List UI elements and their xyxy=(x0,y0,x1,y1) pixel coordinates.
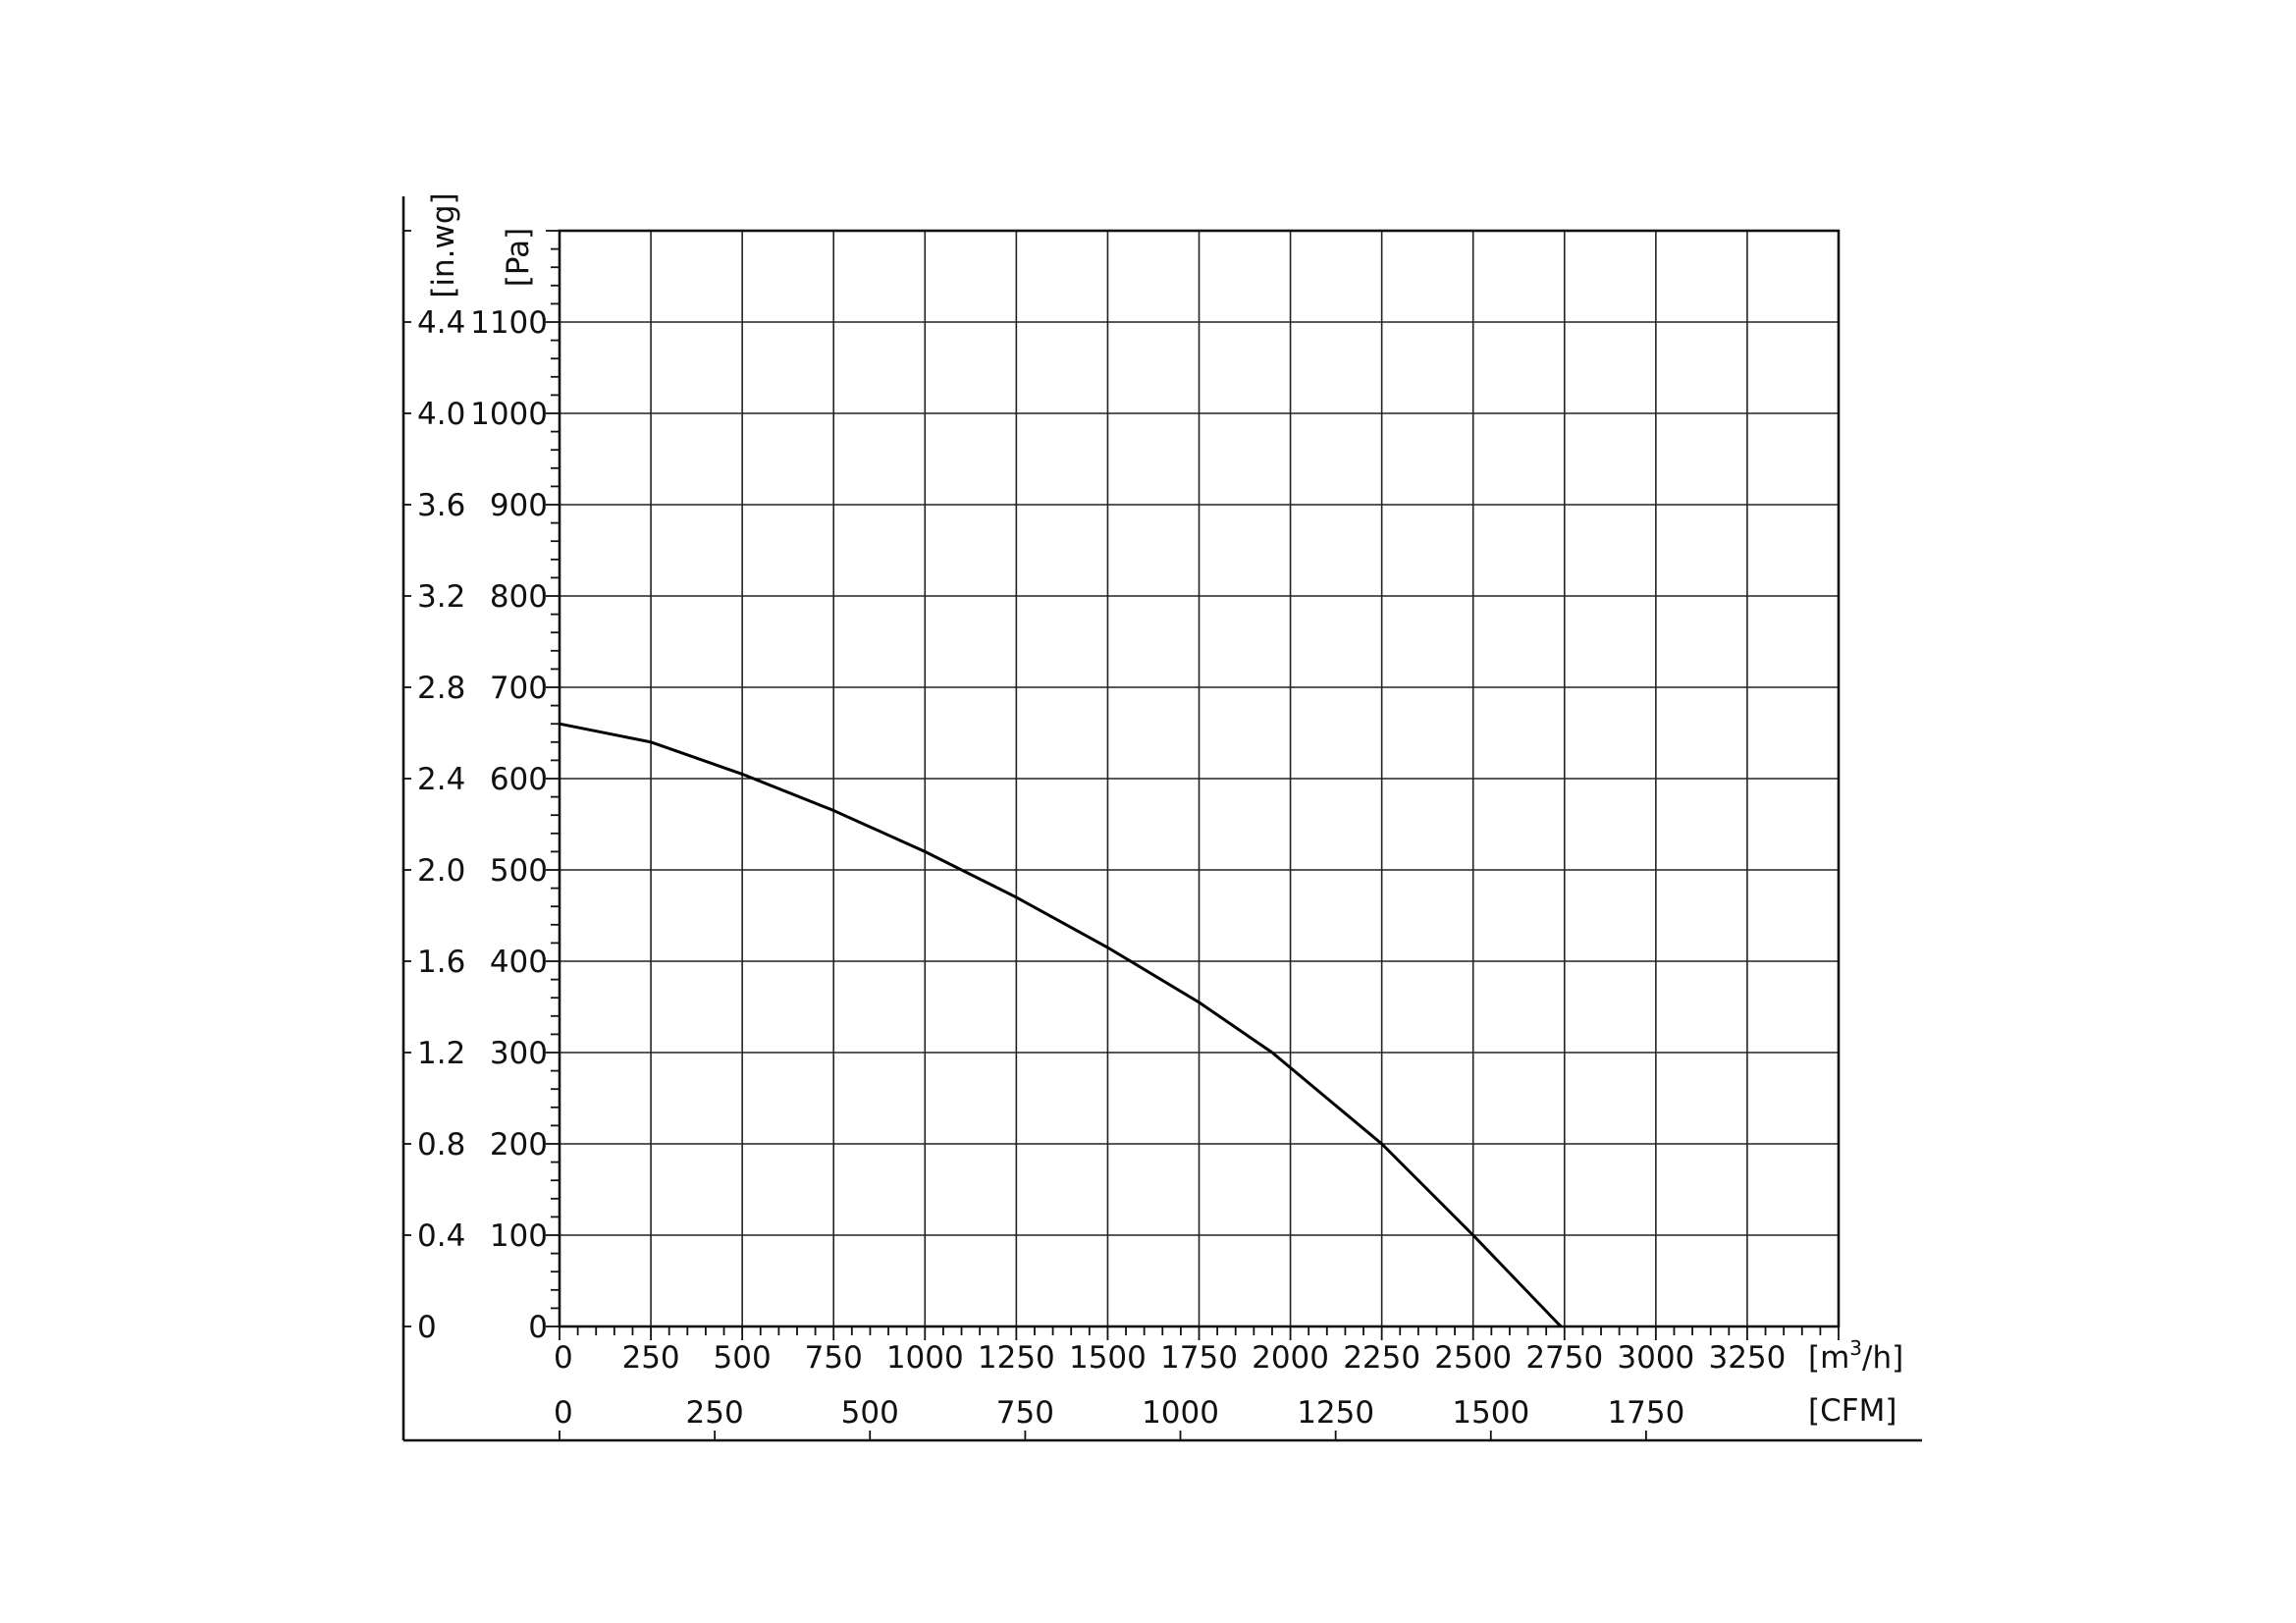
x-unit-label-cfm: [CFM] xyxy=(1808,1393,1896,1429)
x-tick-label-m3h: 2000 xyxy=(1252,1340,1329,1376)
y-unit-label-inwg: [in.wg] xyxy=(426,192,461,298)
y-tick-label-pa: 100 xyxy=(490,1218,548,1254)
x-tick-label-cfm: 1250 xyxy=(1297,1395,1374,1431)
x-tick-label-m3h: 750 xyxy=(805,1340,863,1376)
y-tick-label-inwg: 4.0 xyxy=(417,397,465,432)
x-tick-label-cfm: 1000 xyxy=(1142,1395,1219,1431)
y-unit-label-pa: [Pa] xyxy=(501,228,536,288)
chart-frame xyxy=(401,196,1922,1442)
y-tick-label-inwg: 0.8 xyxy=(417,1127,465,1163)
x-tick-label-m3h: 1500 xyxy=(1069,1340,1147,1376)
x-tick-label-m3h: 3000 xyxy=(1617,1340,1694,1376)
y-tick-label-inwg: 1.6 xyxy=(417,945,465,980)
y-tick-label-pa: 800 xyxy=(490,579,548,615)
y-tick-label-inwg: 0.4 xyxy=(417,1218,465,1254)
x-tick-label-m3h: 1750 xyxy=(1160,1340,1238,1376)
axis-labels: 0 100 200 300 400 500 600 700 800 900 1000 1100 0 0.4… xyxy=(417,192,1903,1431)
x-tick-label-cfm: 500 xyxy=(841,1395,899,1431)
y-tick-label-inwg: 2.0 xyxy=(417,853,465,889)
grid-lines xyxy=(559,230,1840,1327)
y-tick-label-inwg: 0 xyxy=(417,1310,437,1345)
y-tick-label-inwg: 3.2 xyxy=(417,579,465,615)
x-tick-label-m3h: 500 xyxy=(714,1340,772,1376)
x-tick-label-cfm: 250 xyxy=(686,1395,744,1431)
y-tick-label-inwg: 2.4 xyxy=(417,762,465,797)
x-tick-label-m3h: 250 xyxy=(621,1340,679,1376)
y-tick-label-pa: 500 xyxy=(490,853,548,889)
axis-ticks xyxy=(403,230,1840,1440)
y-tick-label-pa: 1000 xyxy=(470,397,548,432)
y-tick-label-pa: 600 xyxy=(490,762,548,797)
y-tick-label-inwg: 3.6 xyxy=(417,488,465,523)
x-tick-label-m3h: 2250 xyxy=(1343,1340,1420,1376)
x-tick-label-cfm: 1500 xyxy=(1452,1395,1529,1431)
x-tick-label-m3h: 2750 xyxy=(1525,1340,1603,1376)
y-tick-label-pa: 700 xyxy=(490,671,548,706)
y-tick-label-pa: 300 xyxy=(490,1036,548,1071)
x-tick-label-cfm: 750 xyxy=(996,1395,1054,1431)
x-tick-label-m3h: 3250 xyxy=(1708,1340,1786,1376)
fan-curve-line xyxy=(559,722,1563,1328)
y-tick-label-pa: 200 xyxy=(490,1127,548,1163)
x-tick-label-m3h: 1250 xyxy=(978,1340,1055,1376)
y-tick-label-inwg: 1.2 xyxy=(417,1036,465,1071)
x-tick-label-m3h: 2500 xyxy=(1434,1340,1512,1376)
x-tick-label-cfm: 0 xyxy=(554,1395,573,1431)
y-tick-label-inwg: 2.8 xyxy=(417,671,465,706)
y-tick-label-pa: 900 xyxy=(490,488,548,523)
y-tick-label-pa: 400 xyxy=(490,945,548,980)
curve-layer xyxy=(559,722,1563,1328)
y-tick-label-inwg: 4.4 xyxy=(417,305,465,341)
x-tick-label-m3h: 0 xyxy=(554,1340,573,1376)
y-tick-label-pa: 1100 xyxy=(470,305,548,341)
x-unit-label-m3h: [m3/h] xyxy=(1808,1336,1903,1376)
x-tick-label-m3h: 1000 xyxy=(886,1340,964,1376)
x-tick-label-cfm: 1750 xyxy=(1607,1395,1684,1431)
y-tick-label-pa: 0 xyxy=(528,1310,548,1345)
